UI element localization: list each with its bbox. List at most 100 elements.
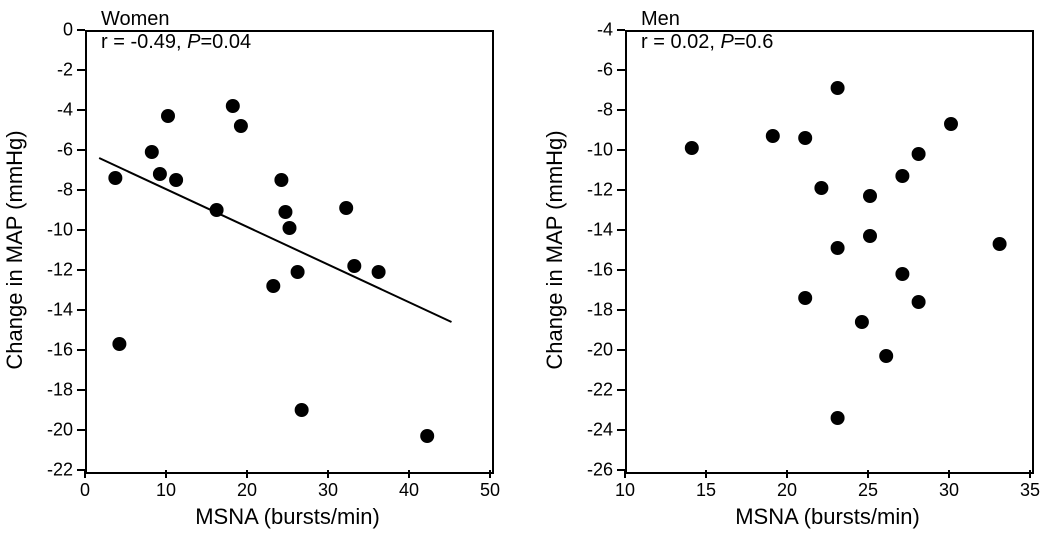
ytick-label: -4 (57, 100, 73, 121)
ytick-label: -12 (47, 260, 73, 281)
ylabel-women: Change in MAP (mmHg) (2, 130, 28, 369)
ytick-mark (77, 29, 85, 31)
xtick-label: 15 (696, 480, 716, 501)
data-point (863, 189, 877, 203)
xtick-mark (165, 470, 167, 478)
data-point (112, 337, 126, 351)
xtick-label: 20 (777, 480, 797, 501)
xtick-label: 40 (399, 480, 419, 501)
annot-line: r = -0.49, P=0.04 (101, 31, 251, 54)
ytick-mark (617, 29, 625, 31)
ytick-mark (617, 429, 625, 431)
annot-line: Men (641, 8, 773, 31)
annot-men: Menr = 0.02, P=0.6 (641, 8, 773, 54)
ytick-label: -18 (47, 380, 73, 401)
ytick-mark (617, 109, 625, 111)
ytick-label: -8 (597, 100, 613, 121)
ytick-label: -16 (587, 260, 613, 281)
ytick-label: -10 (47, 220, 73, 241)
ytick-mark (77, 469, 85, 471)
data-point (993, 237, 1007, 251)
ytick-mark (617, 389, 625, 391)
data-point (798, 291, 812, 305)
data-point (863, 229, 877, 243)
data-point (283, 221, 297, 235)
data-point (798, 131, 812, 145)
data-point (831, 81, 845, 95)
ytick-mark (617, 229, 625, 231)
ytick-label: -14 (47, 300, 73, 321)
data-point (766, 129, 780, 143)
ytick-label: -26 (587, 460, 613, 481)
ytick-mark (77, 269, 85, 271)
ylabel-men: Change in MAP (mmHg) (542, 130, 568, 369)
data-point (912, 295, 926, 309)
ytick-mark (617, 189, 625, 191)
xtick-mark (624, 470, 626, 478)
data-point (372, 265, 386, 279)
data-point (153, 167, 167, 181)
data-point (685, 141, 699, 155)
xtick-label: 25 (858, 480, 878, 501)
data-point (420, 429, 434, 443)
xlabel-men: MSNA (bursts/min) (735, 504, 920, 530)
data-point (145, 145, 159, 159)
xtick-mark (1029, 470, 1031, 478)
data-point (855, 315, 869, 329)
ytick-label: -14 (587, 220, 613, 241)
ytick-label: -24 (587, 420, 613, 441)
data-point (895, 267, 909, 281)
ytick-label: -6 (597, 60, 613, 81)
ytick-mark (77, 309, 85, 311)
ytick-mark (77, 189, 85, 191)
data-point (814, 181, 828, 195)
data-point (347, 259, 361, 273)
annot-line: Women (101, 8, 251, 31)
data-point (234, 119, 248, 133)
ytick-mark (77, 109, 85, 111)
data-point (278, 205, 292, 219)
data-point (169, 173, 183, 187)
data-point (912, 147, 926, 161)
panel-men: Change in MAP (mmHg) MSNA (bursts/min) M… (525, 0, 1050, 541)
ytick-label: -22 (587, 380, 613, 401)
xtick-mark (948, 470, 950, 478)
xtick-mark (489, 470, 491, 478)
plot-frame-men (625, 30, 1034, 474)
xtick-mark (327, 470, 329, 478)
data-point (295, 403, 309, 417)
ytick-label: -4 (597, 20, 613, 41)
data-point (161, 109, 175, 123)
ytick-mark (77, 229, 85, 231)
data-point (291, 265, 305, 279)
xtick-mark (408, 470, 410, 478)
ytick-label: -2 (57, 60, 73, 81)
xtick-label: 50 (480, 480, 500, 501)
xtick-mark (84, 470, 86, 478)
ytick-mark (617, 469, 625, 471)
data-point (944, 117, 958, 131)
annot-line: r = 0.02, P=0.6 (641, 31, 773, 54)
ytick-label: -6 (57, 140, 73, 161)
plot-svg-men (627, 32, 1032, 472)
ytick-mark (77, 349, 85, 351)
xlabel-women: MSNA (bursts/min) (195, 504, 380, 530)
ytick-label: -8 (57, 180, 73, 201)
xtick-label: 10 (615, 480, 635, 501)
xtick-label: 30 (939, 480, 959, 501)
ytick-mark (77, 69, 85, 71)
panel-women: Change in MAP (mmHg) MSNA (bursts/min) W… (0, 0, 525, 541)
xtick-mark (786, 470, 788, 478)
data-point (831, 411, 845, 425)
xtick-label: 0 (80, 480, 90, 501)
plot-frame-women (85, 30, 494, 474)
ytick-label: -20 (587, 340, 613, 361)
ytick-mark (617, 349, 625, 351)
data-point (226, 99, 240, 113)
ytick-mark (617, 309, 625, 311)
data-point (895, 169, 909, 183)
data-point (879, 349, 893, 363)
data-point (831, 241, 845, 255)
scatter-figure: Change in MAP (mmHg) MSNA (bursts/min) W… (0, 0, 1050, 541)
xtick-label: 30 (318, 480, 338, 501)
